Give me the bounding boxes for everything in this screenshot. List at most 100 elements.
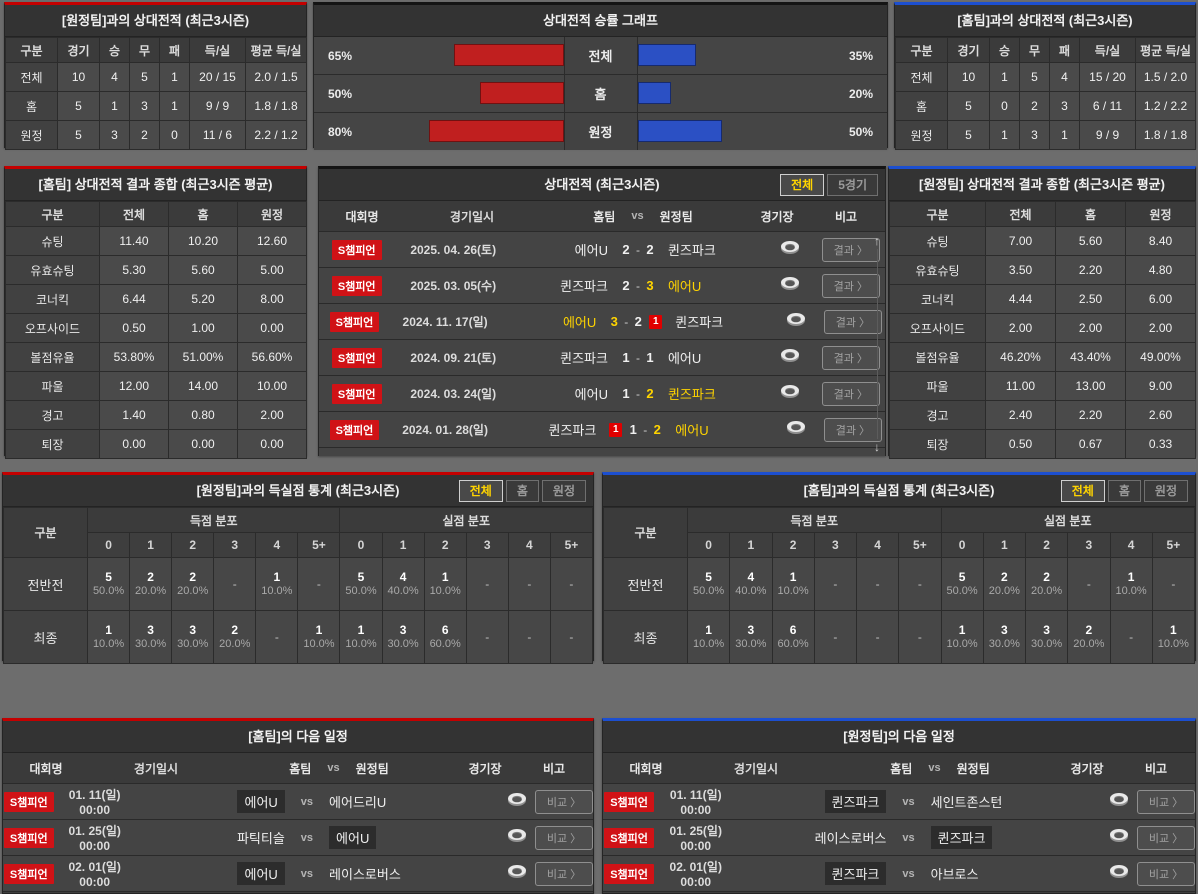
scroll-down-icon[interactable]: ↓ <box>874 440 880 454</box>
away-summary-table: 구분 전체 홈 원정 슈팅 7.00 5.60 8.40 유효슈팅 3.50 2.20 4.80 코너킥… <box>889 201 1196 459</box>
goal-stats-home-tab-0[interactable]: 전체 <box>1060 480 1105 502</box>
goal-stats-away-tab-0[interactable]: 전체 <box>458 480 503 502</box>
stat-value: 2 <box>129 120 160 150</box>
scrollbar[interactable]: ↑ ↓ <box>870 234 884 454</box>
goal-stats-away-tab-2[interactable]: 원정 <box>541 480 586 502</box>
goal-stat-cell: - <box>213 557 257 611</box>
column-header-away: 원정팀 <box>956 761 990 776</box>
stat-value: 43.40% <box>1055 342 1126 372</box>
result-button[interactable]: 결과 〉 <box>821 273 880 298</box>
stadium-icon[interactable] <box>779 348 801 368</box>
goal-stats-away-tab-1[interactable]: 홈 <box>505 480 539 502</box>
compare-button[interactable]: 비교 〉 <box>535 861 593 886</box>
stat-value: 8.40 <box>1125 226 1196 256</box>
compare-button[interactable]: 비교 〉 <box>1137 861 1195 886</box>
match-date: 01. 11(일) 00:00 <box>669 788 722 817</box>
result-button[interactable]: 결과 〉 <box>821 237 880 262</box>
winrate-row: 50% 홈 20% <box>314 75 887 113</box>
category-label: 전체 <box>563 37 638 74</box>
stat-value: 1.8 / 1.8 <box>245 91 307 121</box>
goal-count: 3 <box>147 623 154 637</box>
compare-button[interactable]: 비교 〉 <box>1137 825 1195 850</box>
match-date: 2024. 03. 24(일) <box>410 387 497 401</box>
h2h-tab-0[interactable]: 전체 <box>780 174 825 196</box>
table-row: 유효슈팅 5.30 5.60 5.00 <box>5 255 307 285</box>
empty-value: - <box>527 630 532 644</box>
goal-stats-home-tab-group: 전체 홈 원정 <box>1060 480 1188 502</box>
stadium-icon[interactable] <box>779 240 801 260</box>
stadium-icon[interactable] <box>1108 864 1130 884</box>
stadium-icon[interactable] <box>785 420 807 440</box>
goal-stat-cell: - <box>813 610 858 664</box>
table-row: 코너킥 6.44 5.20 8.00 <box>5 284 307 314</box>
goal-stats-home-tab-1[interactable]: 홈 <box>1107 480 1141 502</box>
scroll-up-icon[interactable]: ↑ <box>874 234 880 248</box>
goal-percent: 50.0% <box>92 585 125 597</box>
row-label: 원정 <box>5 120 58 150</box>
goal-stat-cell: 5 50.0% <box>686 557 731 611</box>
stadium-icon[interactable] <box>506 828 528 848</box>
h2h-tab-1[interactable]: 5경기 <box>827 174 878 196</box>
stat-value: 4.80 <box>1125 255 1196 285</box>
column-header-away: 원정팀 <box>355 761 389 776</box>
column-header: 구분 <box>3 507 88 558</box>
stadium-icon[interactable] <box>506 792 528 812</box>
panel-away-schedule: [원정팀]의 다음 일정 대회명 경기일시 홈팀 vs 원정팀 경기장 비고 S챔피언 01.… <box>602 718 1196 894</box>
score-separator: - <box>643 422 648 437</box>
column-header-home: 홈팀 <box>593 209 616 224</box>
stadium-icon[interactable] <box>506 864 528 884</box>
goal-count: 2 <box>189 570 197 584</box>
table-row: 오프사이드 2.00 2.00 2.00 <box>889 313 1196 343</box>
stat-value: 1 <box>989 62 1020 92</box>
result-button[interactable]: 결과 〉 <box>821 345 880 370</box>
score-column-header: 4 <box>855 532 900 558</box>
empty-value: - <box>875 577 880 591</box>
result-button[interactable]: 결과 〉 <box>823 309 882 334</box>
column-header: 패 <box>1049 37 1080 63</box>
stadium-icon[interactable] <box>779 384 801 404</box>
stadium-icon[interactable] <box>1108 792 1130 812</box>
goal-stat-cell: - <box>507 557 551 611</box>
home-team-name: 에어U <box>574 243 608 258</box>
goal-percent: 20.0% <box>219 638 251 650</box>
away-team-name: 퀸즈파크 <box>675 315 724 330</box>
score-separator: - <box>635 278 640 293</box>
goal-stat-cell: 2 20.0% <box>213 610 257 664</box>
result-button[interactable]: 결과 〉 <box>823 417 882 442</box>
stadium-icon[interactable] <box>785 312 807 332</box>
column-header-match: 홈팀 vs 원정팀 <box>539 208 747 225</box>
empty-value: - <box>917 630 922 644</box>
row-label: 최종 <box>603 610 688 664</box>
empty-value: - <box>274 630 279 644</box>
stadium-icon[interactable] <box>779 276 801 296</box>
stadium-icon[interactable] <box>1108 828 1130 848</box>
result-button[interactable]: 결과 〉 <box>821 381 880 406</box>
compare-button[interactable]: 비교 〉 <box>535 789 593 814</box>
goal-percent: 10.0% <box>303 638 335 650</box>
stat-value: 0.50 <box>99 313 169 343</box>
goal-count: 2 <box>1085 623 1093 637</box>
list-header-row: 대회명 경기일시 홈팀 vs 원정팀 경기장 비고 <box>603 753 1195 784</box>
goal-stats-home-tab-2[interactable]: 원정 <box>1143 480 1188 502</box>
table-row: 코너킥 4.44 2.50 6.00 <box>889 284 1196 314</box>
column-header-match: 홈팀 vs 원정팀 <box>823 760 1057 777</box>
goal-subheader-row: 0 1 2 3 4 5+ 0 1 2 3 4 5+ <box>4 532 594 558</box>
goal-stat-cell: 2 20.0% <box>982 557 1027 611</box>
compare-button[interactable]: 비교 〉 <box>1137 789 1195 814</box>
stat-value: 2.60 <box>1125 400 1196 430</box>
goal-stat-cell: 5 50.0% <box>86 557 131 611</box>
goal-stat-cell: 1 10.0% <box>771 557 815 611</box>
table-row: 전체 10 4 5 1 20 / 15 2.0 / 1.5 <box>5 62 307 92</box>
column-header-vs: vs <box>327 762 340 774</box>
stat-value: 3 <box>1049 91 1080 121</box>
stat-value: 2.20 <box>1055 400 1126 430</box>
compare-button[interactable]: 비교 〉 <box>535 825 593 850</box>
stat-value: 10 <box>57 62 100 92</box>
goal-stat-cell: - <box>255 610 299 664</box>
column-header-league: 대회명 <box>345 209 379 224</box>
header-row: 구분 전체 홈 원정 <box>5 201 307 227</box>
panel-vs-away-record: [원정팀]과의 상대전적 (최근3시즌) 구분 경기 승 무 패 득/실 평균 득/실 전체 1… <box>4 2 307 150</box>
goal-stat-cell: 4 40.0% <box>381 557 425 611</box>
stat-value: 13.00 <box>1055 371 1126 401</box>
away-winrate-bar <box>637 81 672 104</box>
